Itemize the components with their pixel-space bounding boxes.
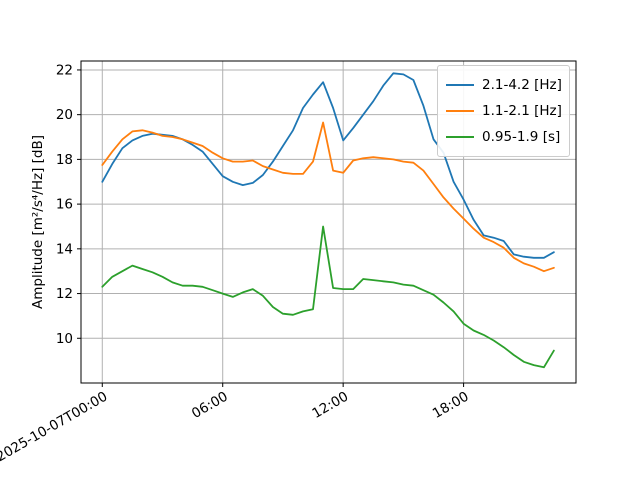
y-axis-label: Amplitude [m²/s⁴/Hz] [dB] <box>30 134 46 310</box>
series-line <box>101 121 555 273</box>
legend-entry: 2.1-4.2 [Hz] <box>446 72 562 98</box>
series-line <box>101 225 555 369</box>
legend-entry: 1.1-2.1 [Hz] <box>446 98 562 124</box>
y-tick-label: 16 <box>56 197 73 213</box>
y-tick-label: 18 <box>56 152 73 168</box>
legend-label: 1.1-2.1 [Hz] <box>482 103 562 119</box>
y-tick-label: 12 <box>56 286 73 302</box>
legend-line-sample <box>446 110 474 112</box>
legend-line-sample <box>446 136 474 138</box>
legend: 2.1-4.2 [Hz] 1.1-2.1 [Hz] 0.95-1.9 [s] <box>437 65 570 157</box>
x-tick-label: 2025-10-07T00:00 <box>0 389 110 466</box>
y-tick-label: 22 <box>56 62 73 78</box>
plot-border <box>80 60 577 384</box>
y-tick-label: 20 <box>56 107 73 123</box>
legend-line-sample <box>446 84 474 86</box>
legend-entry: 0.95-1.9 [s] <box>446 124 561 150</box>
legend-label: 2.1-4.2 [Hz] <box>482 77 562 93</box>
y-tick-label: 14 <box>56 241 73 257</box>
x-tick-label: 12:00 <box>309 389 351 422</box>
x-tick-label: 18:00 <box>430 389 472 422</box>
legend-label: 0.95-1.9 [s] <box>482 129 561 145</box>
x-tick-label: 06:00 <box>189 389 231 422</box>
y-tick-label: 10 <box>56 331 73 347</box>
